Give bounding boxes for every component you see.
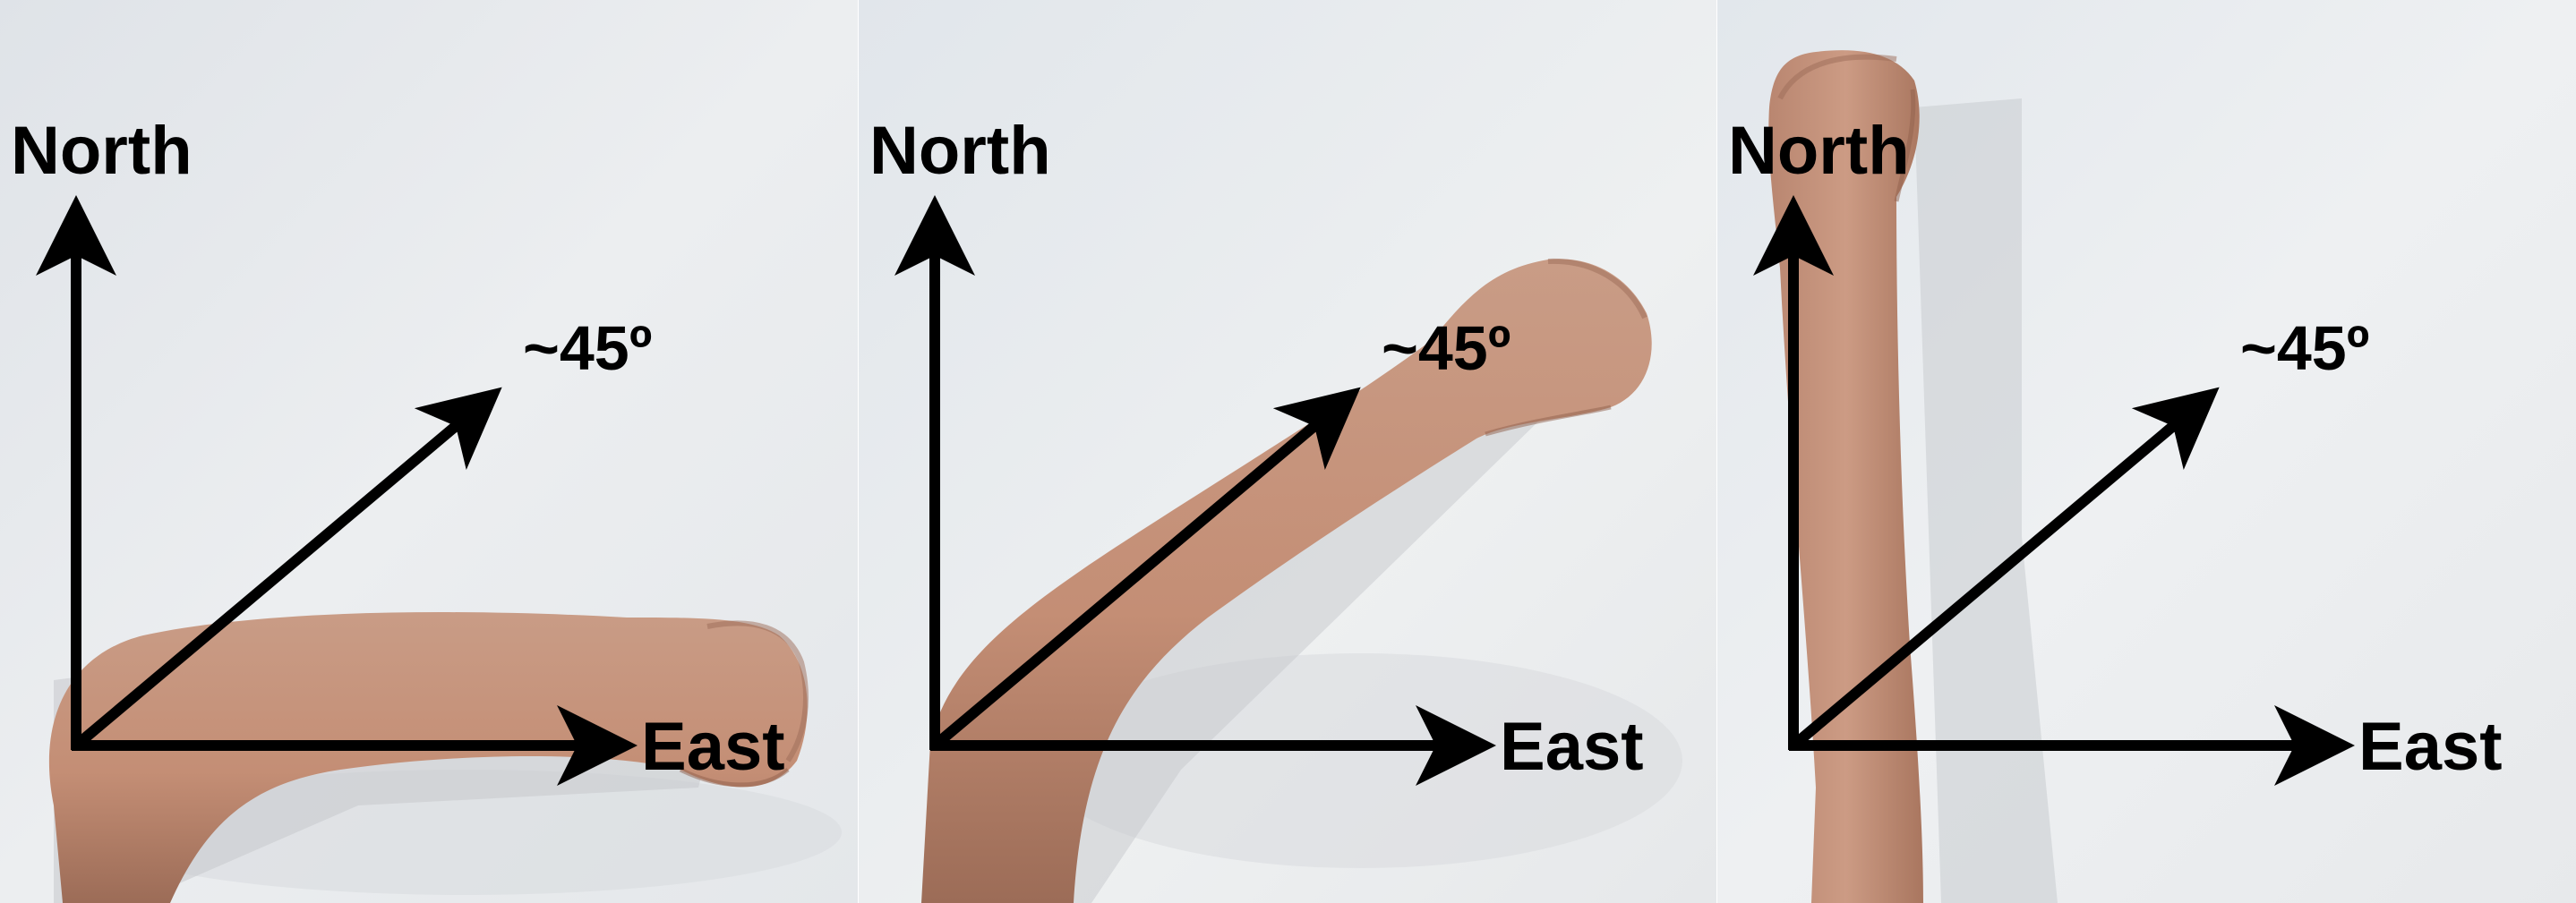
panel-arm-east-photo	[0, 0, 858, 903]
diagonal-label: ~45º	[523, 313, 652, 383]
panel-divider	[858, 0, 859, 903]
north-label: North	[11, 113, 193, 189]
axes-overlay: North East ~45º	[869, 113, 1644, 786]
north-label: North	[869, 113, 1051, 189]
north-label: North	[1728, 113, 1910, 189]
diagonal-arrow	[1790, 387, 2220, 750]
arm-image	[48, 612, 808, 903]
axes-overlay: North East ~45º	[1728, 113, 2503, 786]
diagonal-label: ~45º	[1382, 313, 1511, 383]
panel-divider	[1716, 0, 1717, 903]
axes-overlay: North East ~45º	[11, 113, 785, 786]
panel-arm-45: North East ~45º	[859, 0, 1716, 903]
diagonal-arrow	[73, 387, 502, 750]
panel-arm-east: North East ~45º	[0, 0, 858, 903]
diagonal-label: ~45º	[2240, 313, 2369, 383]
panel-arm-north: North East ~45º	[1717, 0, 2576, 903]
east-label: East	[1500, 709, 1644, 785]
diagonal-arrow	[931, 387, 1361, 750]
east-label: East	[2358, 709, 2503, 785]
east-label: East	[641, 709, 785, 785]
